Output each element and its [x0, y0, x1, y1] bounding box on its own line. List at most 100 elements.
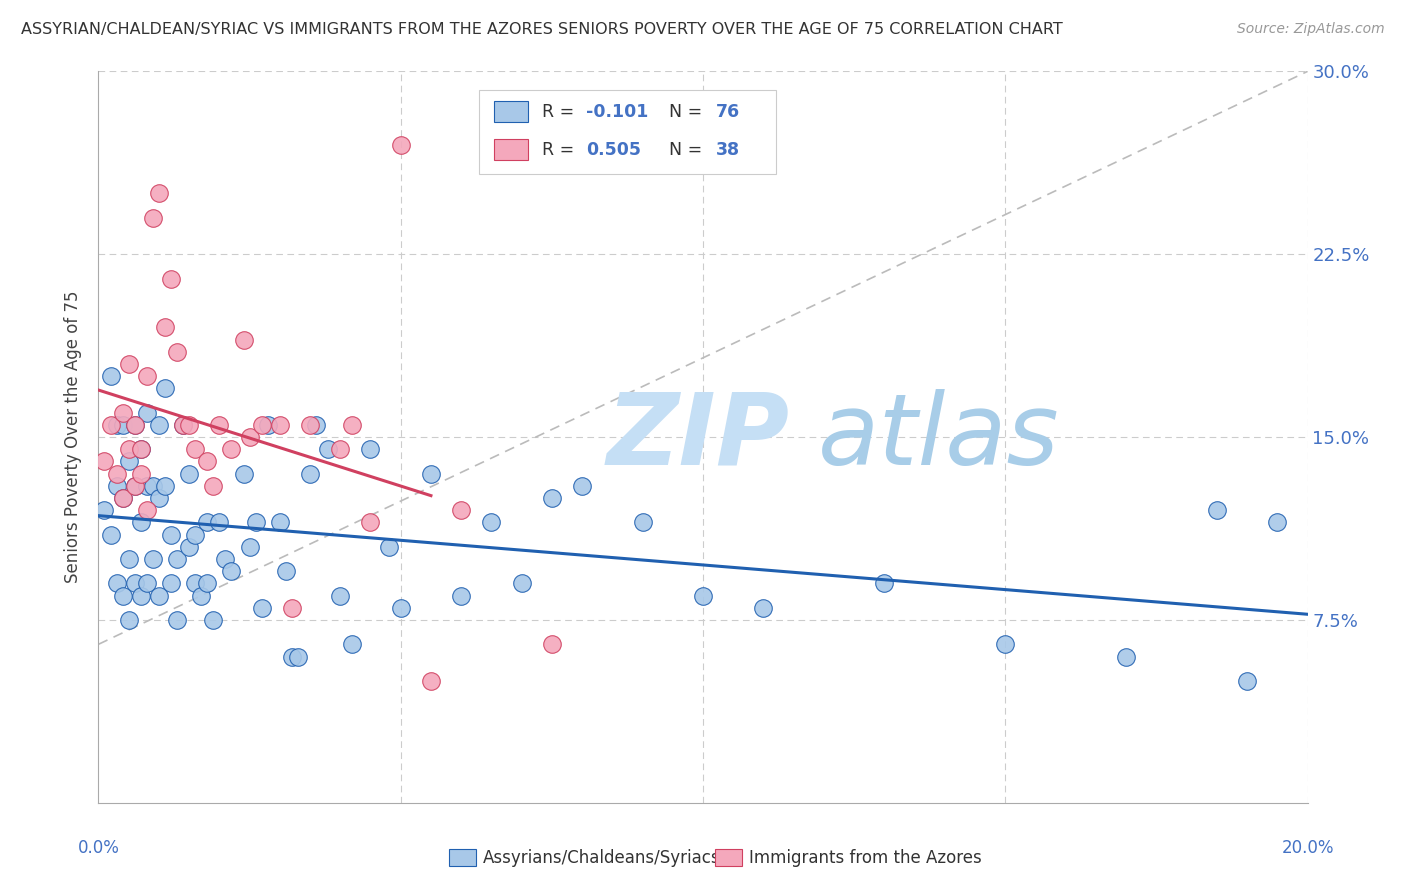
- Point: [153, 479, 176, 493]
- Point: [342, 417, 364, 432]
- Point: [195, 576, 218, 591]
- Point: [124, 479, 146, 493]
- Point: [299, 417, 322, 432]
- Point: [287, 649, 309, 664]
- Point: [481, 516, 503, 530]
- Point: [100, 527, 122, 541]
- Point: [873, 576, 896, 591]
- Point: [160, 576, 183, 591]
- Point: [305, 417, 328, 432]
- Point: [142, 211, 165, 225]
- Point: [239, 430, 262, 444]
- Point: [1206, 503, 1229, 517]
- Point: [160, 271, 183, 285]
- Point: [329, 589, 352, 603]
- Point: [540, 637, 562, 651]
- Point: [129, 442, 152, 457]
- Text: 20.0%: 20.0%: [1281, 839, 1334, 857]
- Point: [245, 516, 267, 530]
- Point: [129, 516, 152, 530]
- Point: [129, 442, 152, 457]
- Point: [118, 357, 141, 371]
- Point: [166, 344, 188, 359]
- Point: [232, 467, 254, 481]
- Point: [329, 442, 352, 457]
- Point: [281, 600, 304, 615]
- Point: [389, 137, 412, 152]
- Point: [153, 381, 176, 395]
- Point: [208, 516, 231, 530]
- Text: atlas: atlas: [818, 389, 1060, 485]
- Point: [195, 516, 218, 530]
- Point: [274, 564, 297, 578]
- Point: [160, 527, 183, 541]
- Point: [752, 600, 775, 615]
- Point: [190, 589, 212, 603]
- Point: [148, 186, 170, 201]
- Bar: [479, 90, 776, 174]
- Text: -0.101: -0.101: [586, 103, 648, 120]
- Point: [420, 673, 443, 688]
- Point: [166, 552, 188, 566]
- Point: [153, 320, 176, 334]
- Bar: [716, 849, 742, 866]
- Point: [129, 467, 152, 481]
- Text: R =: R =: [543, 103, 579, 120]
- Text: N =: N =: [658, 103, 709, 120]
- Point: [100, 417, 122, 432]
- Point: [118, 552, 141, 566]
- Point: [111, 491, 134, 505]
- Point: [221, 564, 243, 578]
- Point: [124, 417, 146, 432]
- Text: 76: 76: [716, 103, 741, 120]
- Point: [540, 491, 562, 505]
- Bar: [494, 102, 527, 122]
- Point: [692, 589, 714, 603]
- Point: [179, 467, 201, 481]
- Point: [105, 479, 128, 493]
- Text: 0.0%: 0.0%: [77, 839, 120, 857]
- Point: [135, 369, 157, 384]
- Point: [93, 454, 115, 468]
- Point: [179, 540, 201, 554]
- Point: [129, 589, 152, 603]
- Text: 0.505: 0.505: [586, 141, 641, 159]
- Point: [148, 589, 170, 603]
- Text: 38: 38: [716, 141, 741, 159]
- Point: [360, 442, 382, 457]
- Point: [1236, 673, 1258, 688]
- Point: [118, 442, 141, 457]
- Point: [202, 479, 225, 493]
- Text: N =: N =: [658, 141, 709, 159]
- Y-axis label: Seniors Poverty Over the Age of 75: Seniors Poverty Over the Age of 75: [65, 291, 83, 583]
- Point: [389, 600, 412, 615]
- Point: [450, 503, 472, 517]
- Point: [239, 540, 262, 554]
- Point: [179, 417, 201, 432]
- Point: [100, 369, 122, 384]
- Point: [142, 479, 165, 493]
- Point: [377, 540, 399, 554]
- Text: Source: ZipAtlas.com: Source: ZipAtlas.com: [1237, 22, 1385, 37]
- Point: [111, 589, 134, 603]
- Point: [172, 417, 194, 432]
- Point: [631, 516, 654, 530]
- Point: [184, 442, 207, 457]
- Point: [148, 491, 170, 505]
- Text: R =: R =: [543, 141, 579, 159]
- Point: [281, 649, 304, 664]
- Point: [299, 467, 322, 481]
- Point: [510, 576, 533, 591]
- Point: [111, 491, 134, 505]
- Text: Immigrants from the Azores: Immigrants from the Azores: [749, 848, 981, 867]
- Point: [118, 454, 141, 468]
- Point: [214, 552, 236, 566]
- Point: [124, 576, 146, 591]
- Point: [232, 333, 254, 347]
- Bar: [449, 849, 475, 866]
- Point: [360, 516, 382, 530]
- Point: [148, 417, 170, 432]
- Point: [195, 454, 218, 468]
- Point: [316, 442, 339, 457]
- Text: Assyrians/Chaldeans/Syriacs: Assyrians/Chaldeans/Syriacs: [482, 848, 720, 867]
